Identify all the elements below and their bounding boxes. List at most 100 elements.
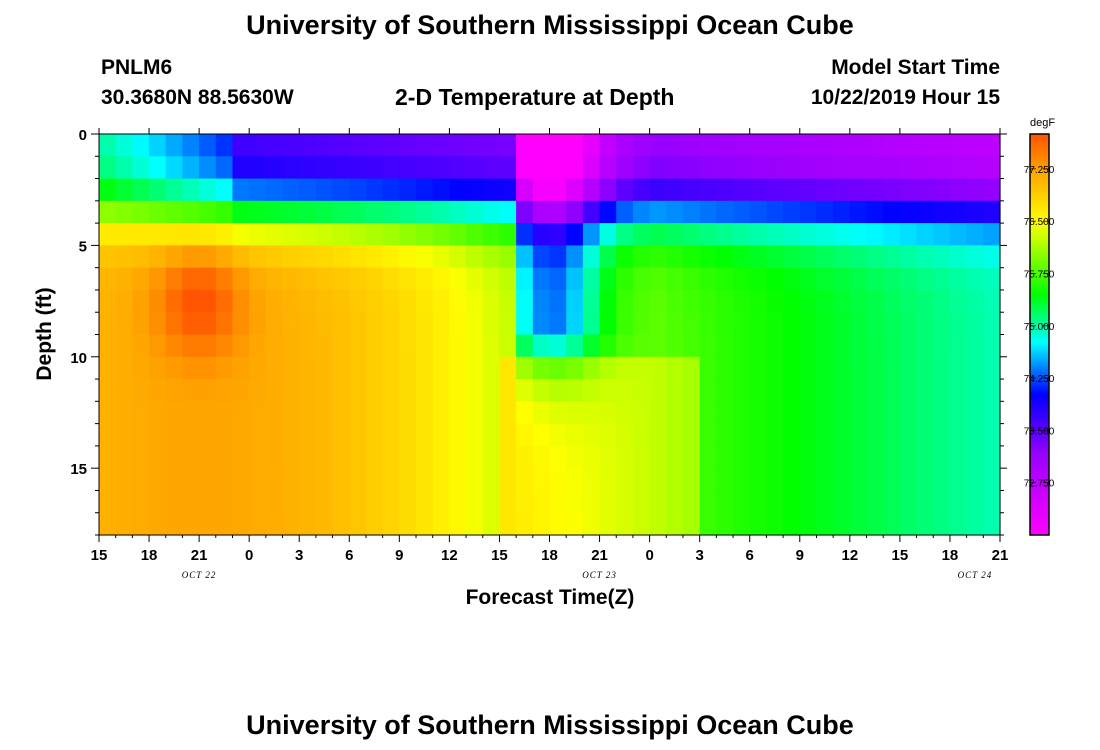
heatmap-cell — [582, 223, 601, 246]
heatmap-cell — [115, 445, 133, 469]
heatmap-cell — [933, 134, 951, 157]
heatmap-cell — [416, 312, 434, 336]
heatmap-cell — [132, 245, 150, 269]
heatmap-cell — [382, 401, 400, 425]
heatmap-cell — [716, 423, 734, 447]
heatmap-cell — [799, 401, 818, 425]
heatmap-cell — [766, 245, 784, 269]
heatmap-cell — [866, 267, 884, 291]
heatmap-cell — [899, 468, 918, 492]
heatmap-cell — [115, 401, 133, 425]
heatmap-cell — [883, 445, 901, 469]
heatmap-cell — [582, 512, 601, 536]
heatmap-cell — [566, 312, 584, 336]
heatmap-cell — [666, 401, 684, 425]
heatmap-cell — [482, 223, 501, 246]
heatmap-cell — [432, 379, 450, 402]
heatmap-cell — [115, 490, 133, 514]
heatmap-cell — [549, 178, 567, 202]
heatmap-cell — [265, 490, 284, 514]
heatmap-cell — [499, 512, 517, 536]
heatmap-cell — [566, 379, 584, 402]
heatmap-cell — [315, 312, 334, 336]
heatmap-cell — [265, 156, 284, 180]
heatmap-cell — [299, 312, 317, 336]
heatmap-cell — [215, 267, 234, 291]
heatmap-cell — [549, 245, 567, 269]
heatmap-cell — [182, 401, 200, 425]
heatmap-cell — [332, 490, 350, 514]
heatmap-cell — [783, 200, 801, 224]
heatmap-cell — [616, 423, 634, 447]
heatmap-cell — [632, 156, 651, 180]
heatmap-cell — [416, 267, 434, 291]
heatmap-cell — [616, 289, 634, 313]
heatmap-cell — [933, 401, 951, 425]
heatmap-cell — [849, 401, 868, 425]
heatmap-cell — [416, 334, 434, 358]
heatmap-cell — [365, 445, 384, 469]
heatmap-cell — [566, 445, 584, 469]
heatmap-cell — [132, 267, 150, 291]
heatmap-cell — [883, 223, 901, 246]
heatmap-cell — [232, 334, 250, 358]
heatmap-cell — [666, 289, 684, 313]
heatmap-cell — [165, 156, 184, 180]
heatmap-cell — [866, 223, 884, 246]
heatmap-cell — [149, 223, 167, 246]
heatmap-cell — [199, 468, 217, 492]
heatmap-cell — [432, 156, 450, 180]
heatmap-cell — [349, 289, 367, 313]
heatmap-cell — [899, 445, 918, 469]
heatmap-cell — [799, 200, 818, 224]
heatmap-cell — [682, 401, 701, 425]
heatmap-cell — [165, 178, 184, 202]
heatmap-cell — [416, 289, 434, 313]
heatmap-cell — [332, 267, 350, 291]
heatmap-cell — [582, 200, 601, 224]
heatmap-cell — [149, 445, 167, 469]
heatmap-cell — [99, 312, 117, 336]
model-start-label: Model Start Time — [831, 56, 1000, 79]
heatmap-cell — [733, 156, 751, 180]
heatmap-cell — [165, 289, 184, 313]
heatmap-cell — [516, 401, 534, 425]
heatmap-cell — [466, 334, 484, 358]
heatmap-cell — [983, 468, 1001, 492]
heatmap-cell — [432, 134, 450, 157]
heatmap-cell — [733, 223, 751, 246]
heatmap-cell — [816, 289, 834, 313]
heatmap-cell — [649, 223, 667, 246]
heatmap-cell — [883, 490, 901, 514]
heatmap-cell — [349, 401, 367, 425]
heatmap-cell — [766, 223, 784, 246]
heatmap-cell — [899, 267, 918, 291]
heatmap-cell — [749, 468, 768, 492]
heatmap-cell — [833, 312, 851, 336]
heatmap-cell — [733, 401, 751, 425]
heatmap-cell — [666, 423, 684, 447]
heatmap-cell — [299, 334, 317, 358]
heatmap-cell — [599, 356, 617, 380]
heatmap-cell — [599, 134, 617, 157]
heatmap-cell — [766, 468, 784, 492]
heatmap-cell — [666, 490, 684, 514]
heatmap-cell — [532, 289, 551, 313]
heatmap-cell — [766, 200, 784, 224]
heatmap-cell — [582, 490, 601, 514]
heatmap-cell — [349, 468, 367, 492]
heatmap-cell — [299, 223, 317, 246]
colorbar-tick-label: 77.250 — [1024, 165, 1055, 176]
heatmap-cell — [699, 223, 717, 246]
heatmap-cell — [582, 178, 601, 202]
heatmap-cell — [916, 245, 934, 269]
heatmap-cell — [649, 200, 667, 224]
heatmap-cell — [666, 178, 684, 202]
date-labels: OCT 22 OCT 23 OCT 24 — [182, 570, 991, 580]
heatmap-cell — [516, 156, 534, 180]
heatmap-cell — [716, 178, 734, 202]
heatmap-cell — [916, 334, 934, 358]
heatmap-cell — [632, 423, 651, 447]
heatmap-cell — [666, 468, 684, 492]
heatmap-cell — [733, 200, 751, 224]
